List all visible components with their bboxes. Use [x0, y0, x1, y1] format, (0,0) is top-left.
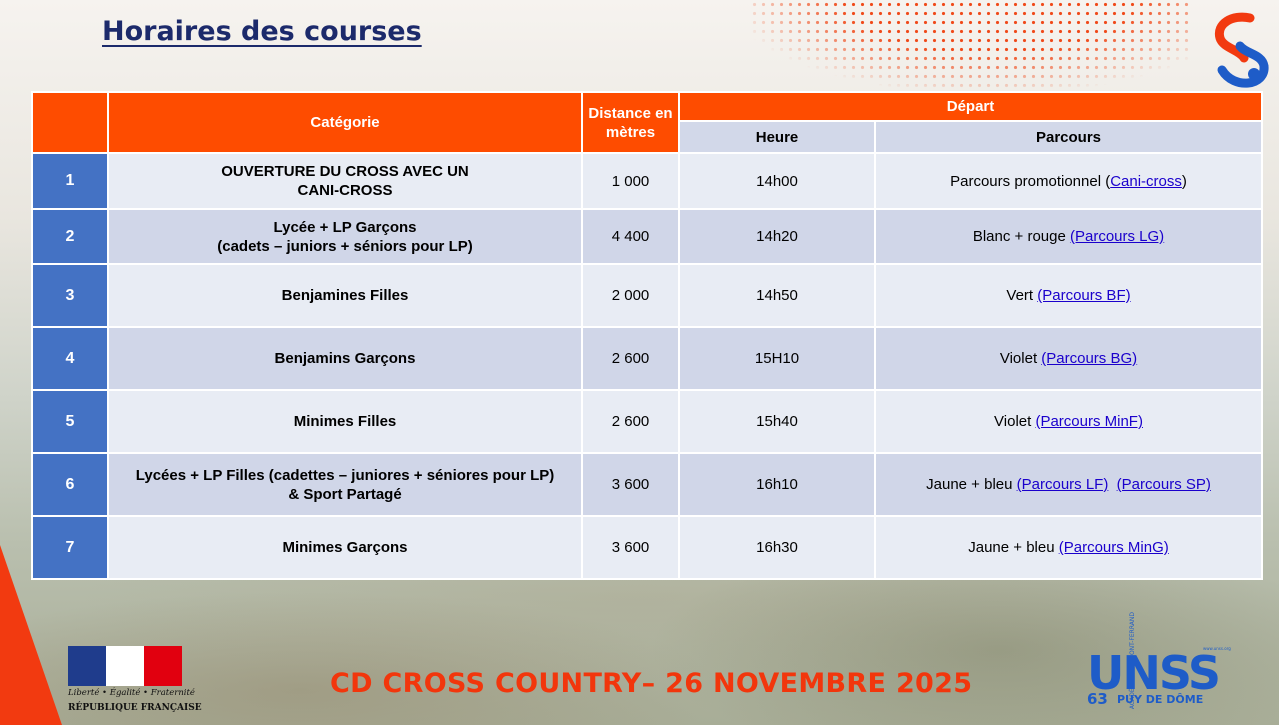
table-row: 1 OUVERTURE DU CROSS AVEC UN CANI-CROSS …: [31, 152, 1264, 210]
parcours-text: Violet: [999, 350, 1042, 367]
unss-department: PUY DE DÔME: [1117, 693, 1204, 706]
decorative-dots: [750, 0, 1190, 95]
row-distance: 4 400: [581, 208, 680, 265]
category-line: Lycées + LP Filles (cadettes – juniores …: [135, 466, 555, 484]
parcours-text: Blanc + rouge: [972, 228, 1070, 245]
row-distance: 2 000: [581, 263, 680, 328]
row-number: 4: [31, 326, 109, 391]
parcours-text: Violet: [994, 413, 1036, 430]
row-heure: 14h20: [678, 208, 876, 265]
parcours-link[interactable]: (Parcours LF): [1016, 476, 1109, 493]
table-row: 3 Benjamines Filles 2 000 14h50 Vert (Pa…: [31, 263, 1264, 328]
row-heure: 15H10: [678, 326, 876, 391]
header-parcours: Parcours: [873, 120, 1264, 154]
row-category: Benjamines Filles: [107, 263, 583, 328]
row-parcours: Vert (Parcours BF): [873, 263, 1264, 328]
unss-url: www.unss.org: [1203, 646, 1231, 651]
category-line: Minimes Filles: [293, 413, 397, 430]
decorative-triangle: [0, 545, 62, 725]
table-row: 2 Lycée + LP Garçons (cadets – juniors +…: [31, 208, 1264, 265]
event-footer: CD CROSS COUNTRY– 26 NOVEMBRE 2025: [330, 668, 973, 699]
parcours-suffix: ): [1181, 172, 1187, 190]
parcours-text: Parcours promotionnel (: [950, 172, 1111, 190]
row-parcours: Parcours promotionnel (Cani-cross): [873, 152, 1264, 210]
row-distance: 3 600: [581, 515, 680, 580]
table-row: 7 Minimes Garçons 3 600 16h30 Jaune + bl…: [31, 515, 1264, 580]
row-distance: 2 600: [581, 389, 680, 454]
page-title: Horaires des courses: [102, 16, 422, 47]
row-parcours: Jaune + bleu (Parcours MinG): [873, 515, 1264, 580]
republique-motto: Liberté • Égalité • Fraternité: [68, 688, 195, 698]
row-heure: 16h10: [678, 452, 876, 517]
parcours-text: Vert: [1006, 287, 1038, 304]
row-parcours: Jaune + bleu (Parcours LF) (Parcours SP): [873, 452, 1264, 517]
parcours-text: Jaune + bleu: [968, 539, 1059, 556]
row-category: Lycées + LP Filles (cadettes – juniores …: [107, 452, 583, 517]
parcours-link[interactable]: (Parcours SP): [1116, 476, 1211, 493]
unss-logo: ACADÉMIE CLERMONT-FERRAND UNSS www.unss.…: [1085, 610, 1255, 715]
schedule-table: Catégorie Distance en mètres Départ Heur…: [31, 91, 1264, 580]
category-line: Benjamines Filles: [281, 287, 409, 304]
row-parcours: Violet (Parcours MinF): [873, 389, 1264, 454]
row-heure: 15h40: [678, 389, 876, 454]
row-distance: 3 600: [581, 452, 680, 517]
table-row: 6 Lycées + LP Filles (cadettes – juniore…: [31, 452, 1264, 517]
category-line: CANI-CROSS: [297, 182, 393, 199]
parcours-link[interactable]: Cani-cross: [1110, 172, 1182, 190]
header-depart: Départ: [677, 91, 1264, 122]
parcours-link[interactable]: (Parcours BG): [1041, 350, 1138, 367]
parcours-link[interactable]: (Parcours MinF): [1035, 413, 1143, 430]
table-row: 4 Benjamins Garçons 2 600 15H10 Violet (…: [31, 326, 1264, 391]
category-line: Lycée + LP Garçons: [273, 218, 417, 236]
row-category: Minimes Filles: [107, 389, 583, 454]
row-heure: 14h00: [678, 152, 876, 210]
header-distance: Distance en mètres: [581, 91, 680, 154]
category-line: Benjamins Garçons: [274, 350, 416, 367]
parcours-text: Jaune + bleu: [926, 476, 1017, 493]
header-heure: Heure: [678, 120, 876, 154]
marianne-flag-icon: [68, 646, 182, 686]
category-line: Minimes Garçons: [282, 539, 408, 556]
row-number: 7: [31, 515, 109, 580]
header-number: [31, 91, 109, 154]
row-number: 2: [31, 208, 109, 265]
row-number: 1: [31, 152, 109, 210]
row-parcours: Violet (Parcours BG): [873, 326, 1264, 391]
parcours-link[interactable]: (Parcours LG): [1069, 228, 1165, 245]
republique-francaise-logo: Liberté • Égalité • Fraternité RÉPUBLIQU…: [68, 646, 202, 716]
parcours-link[interactable]: (Parcours BF): [1037, 287, 1131, 304]
row-category: Lycée + LP Garçons (cadets – juniors + s…: [107, 208, 583, 265]
unss-name: UNSS: [1087, 646, 1221, 700]
table-row: 5 Minimes Filles 2 600 15h40 Violet (Par…: [31, 389, 1264, 454]
row-number: 3: [31, 263, 109, 328]
row-category: Minimes Garçons: [107, 515, 583, 580]
category-line: (cadets – juniors + séniors pour LP): [217, 237, 473, 255]
category-line: & Sport Partagé: [288, 485, 402, 503]
row-parcours: Blanc + rouge (Parcours LG): [873, 208, 1264, 265]
row-distance: 1 000: [581, 152, 680, 210]
row-number: 5: [31, 389, 109, 454]
parcours-link[interactable]: (Parcours MinG): [1058, 539, 1169, 556]
republique-name: RÉPUBLIQUE FRANÇAISE: [68, 703, 202, 713]
row-heure: 14h50: [678, 263, 876, 328]
header-category: Catégorie: [107, 91, 583, 154]
sport-s-logo-icon: [1214, 12, 1269, 88]
row-category: OUVERTURE DU CROSS AVEC UN CANI-CROSS: [107, 152, 583, 210]
schedule-table-wrapper: Catégorie Distance en mètres Départ Heur…: [31, 91, 1264, 580]
unss-number: 63: [1087, 690, 1108, 708]
row-category: Benjamins Garçons: [107, 326, 583, 391]
category-line: OUVERTURE DU CROSS AVEC UN: [221, 163, 469, 180]
row-distance: 2 600: [581, 326, 680, 391]
row-heure: 16h30: [678, 515, 876, 580]
row-number: 6: [31, 452, 109, 517]
